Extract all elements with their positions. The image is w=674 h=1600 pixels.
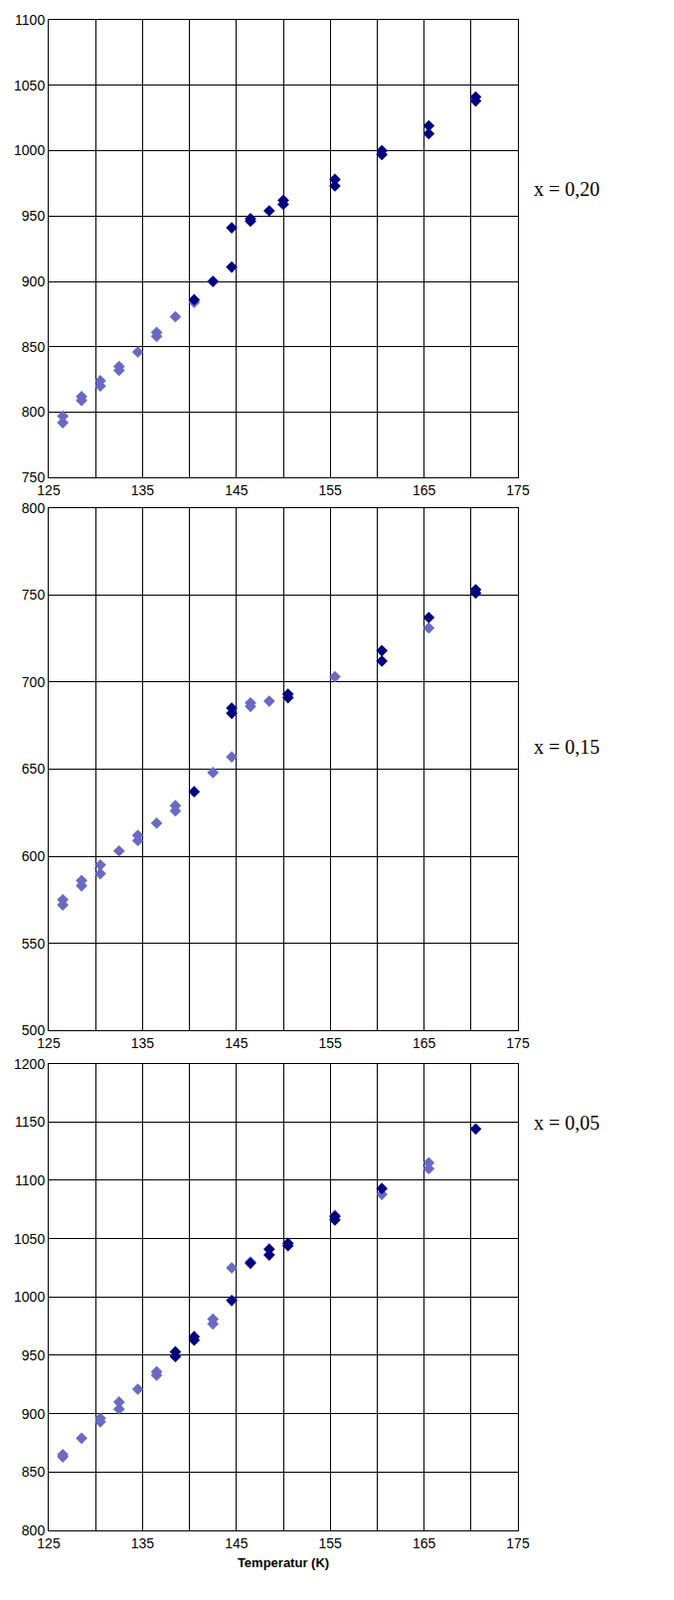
svg-text:155: 155: [319, 1034, 343, 1051]
svg-text:950: 950: [21, 1347, 46, 1363]
svg-text:1050: 1050: [13, 1230, 45, 1247]
svg-text:750: 750: [21, 586, 46, 603]
svg-text:125: 125: [36, 482, 61, 499]
svg-text:155: 155: [319, 482, 343, 499]
svg-text:175: 175: [505, 1034, 530, 1051]
svg-text:750: 750: [21, 469, 46, 486]
svg-text:125: 125: [36, 1534, 61, 1551]
svg-text:165: 165: [412, 1034, 437, 1051]
svg-text:x = 0,20: x = 0,20: [533, 177, 600, 200]
svg-text:145: 145: [224, 1534, 249, 1551]
svg-text:175: 175: [505, 482, 530, 499]
svg-text:1100: 1100: [14, 11, 45, 28]
svg-text:1100: 1100: [14, 1172, 45, 1188]
svg-text:800: 800: [21, 403, 46, 420]
svg-text:135: 135: [131, 1034, 156, 1051]
svg-text:155: 155: [319, 1534, 343, 1551]
svg-text:165: 165: [412, 1534, 437, 1551]
svg-text:125: 125: [36, 1034, 61, 1051]
svg-text:1200: 1200: [13, 1055, 45, 1072]
svg-text:1000: 1000: [13, 1288, 45, 1305]
svg-text:850: 850: [21, 338, 46, 355]
svg-text:1000: 1000: [13, 142, 45, 159]
svg-text:700: 700: [21, 674, 46, 690]
svg-text:135: 135: [131, 1534, 156, 1551]
svg-text:x = 0,05: x = 0,05: [533, 1111, 600, 1134]
svg-text:550: 550: [21, 935, 46, 952]
svg-text:500: 500: [21, 1021, 46, 1038]
svg-text:175: 175: [505, 1534, 530, 1551]
svg-text:145: 145: [224, 482, 249, 499]
svg-text:165: 165: [412, 482, 437, 499]
svg-text:900: 900: [21, 273, 46, 290]
svg-text:800: 800: [21, 500, 46, 516]
svg-text:x = 0,15: x = 0,15: [533, 735, 600, 758]
svg-text:650: 650: [21, 760, 46, 777]
svg-text:950: 950: [21, 207, 46, 224]
svg-text:1150: 1150: [14, 1113, 45, 1130]
svg-text:600: 600: [21, 847, 46, 864]
svg-text:900: 900: [21, 1405, 46, 1422]
svg-text:1050: 1050: [13, 77, 45, 94]
svg-text:Temperatur (K): Temperatur (K): [237, 1554, 330, 1570]
svg-text:800: 800: [21, 1521, 46, 1538]
svg-text:145: 145: [224, 1034, 249, 1051]
svg-text:850: 850: [21, 1463, 46, 1480]
svg-text:135: 135: [131, 482, 156, 499]
